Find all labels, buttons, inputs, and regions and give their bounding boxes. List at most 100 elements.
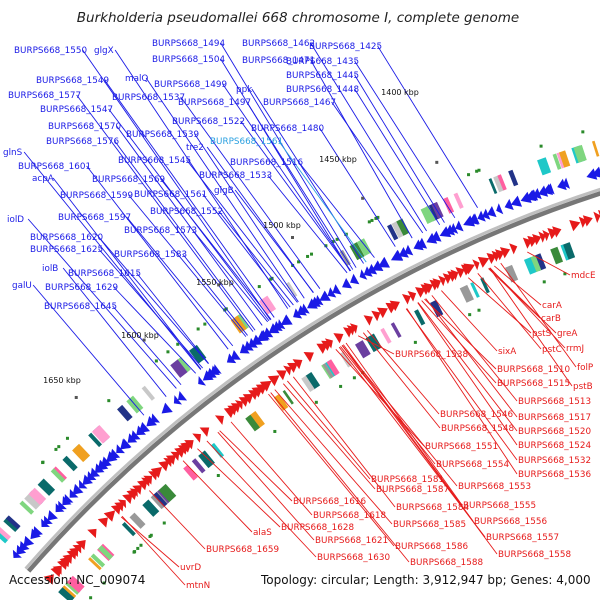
reverse-gene-arrow [593, 211, 600, 223]
rna-marker [154, 359, 158, 363]
forward-gene-arrow [482, 208, 491, 220]
gene-label-forward: BURPS668_1522 [172, 117, 245, 127]
annotation-block [198, 450, 215, 469]
reverse-gene-arrow [122, 493, 133, 505]
annotation-block [530, 255, 542, 273]
annotation-block [537, 157, 552, 176]
reverse-gene-arrow [137, 479, 148, 491]
reverse-gene-arrow [242, 393, 254, 404]
leader-line-forward [310, 42, 427, 232]
gene-label-reverse: folP [577, 363, 593, 373]
forward-gene-arrow [463, 215, 476, 227]
annotation-block [442, 197, 455, 214]
gene-label-forward: BURPS668_1597 [58, 213, 131, 223]
reverse-gene-arrow [389, 300, 400, 312]
leader-line-forward [116, 125, 263, 326]
rna-marker [297, 260, 301, 264]
reverse-gene-arrow [132, 485, 142, 495]
gene-label-forward: BURPS668_1497 [178, 98, 251, 108]
leader-line-forward [240, 120, 351, 272]
forward-gene-arrow [130, 430, 141, 440]
gene-label-reverse: greA [557, 329, 577, 339]
forward-gene-arrow [557, 178, 567, 191]
gene-label-reverse: BURPS668_1581 [371, 475, 444, 485]
reverse-gene-arrow [234, 400, 243, 410]
reverse-gene-arrow [363, 315, 373, 326]
reverse-gene-arrow [267, 375, 280, 387]
reverse-gene-arrow [43, 574, 54, 585]
reverse-gene-arrow [72, 544, 82, 554]
gene-label-reverse: carA [542, 301, 562, 311]
annotation-block [3, 516, 20, 533]
gene-label-reverse: BURPS668_1538 [395, 350, 468, 360]
annotation-block [62, 455, 78, 472]
annotation-block [326, 359, 340, 376]
gene-label-reverse: BURPS668_1618 [313, 511, 386, 521]
rna-marker [223, 308, 227, 312]
annotation-block [556, 152, 565, 169]
forward-gene-arrow [327, 287, 337, 298]
leader-line-forward [145, 77, 299, 303]
annotation-block [245, 414, 260, 432]
annotation-block [210, 442, 225, 458]
forward-gene-arrow [151, 413, 160, 423]
annotation-block [488, 178, 498, 195]
leader-line-reverse [441, 290, 498, 352]
leader-line-reverse [182, 460, 253, 533]
leader-line-forward [319, 127, 396, 247]
annotation-block [285, 281, 298, 298]
forward-gene-arrow [520, 191, 532, 203]
leader-line-forward [32, 284, 145, 416]
gene-label-reverse: BURPS668_1616 [293, 497, 366, 507]
forward-gene-arrow [487, 206, 497, 218]
gene-label-reverse: rrmJ [566, 344, 584, 354]
reverse-gene-arrow [450, 269, 459, 281]
rna-marker [133, 550, 137, 554]
leader-line-reverse [268, 393, 395, 547]
gene-labels: BURPS668_1550 glgX BURPS668_1494 BURPS668_1… [3, 39, 596, 591]
annotation-block [480, 277, 490, 294]
annotation-block [62, 585, 77, 598]
forward-gene-arrow [342, 277, 353, 289]
reverse-gene-arrow [238, 397, 249, 407]
kbp-tick-label: 1600 kbp [121, 331, 159, 340]
gene-label-forward: BURPS668_1537 [112, 93, 185, 103]
leader-line-forward [192, 229, 268, 323]
gene-label-reverse: BURPS668_1585 [393, 520, 466, 530]
forward-gene-arrow [109, 448, 121, 459]
forward-gene-arrow [173, 395, 182, 405]
annotation-block [37, 478, 56, 496]
kbp-tick-marks: 1400 kbp 1450 kbp 1500 kbp 1550 kbp 1600 kbp… [43, 88, 439, 399]
leader-line-reverse [417, 302, 518, 446]
annotation-block [141, 385, 156, 401]
reverse-gene-arrow [165, 455, 176, 465]
leader-line-forward [114, 140, 256, 331]
map-title: Burkholderia pseudomallei 668 chromosome… [77, 10, 519, 26]
reverse-gene-arrow [287, 362, 299, 373]
gene-label-reverse: pstS [532, 329, 552, 339]
leader-line-reverse [362, 332, 441, 429]
rna-marker [475, 169, 479, 173]
leader-line-reverse [357, 335, 395, 355]
leader-line-reverse [467, 277, 532, 334]
rna-marker [57, 445, 61, 449]
rna-marker [467, 173, 471, 177]
leader-line-forward [220, 58, 351, 272]
leader-line-forward [331, 101, 424, 234]
annotation-block [387, 224, 399, 241]
reverse-gene-arrow [423, 282, 434, 294]
annotation-block [28, 487, 47, 506]
leader-line-reverse [274, 389, 393, 525]
rna-marker [257, 285, 261, 289]
rna-marker [139, 543, 143, 547]
leader-line-reverse [341, 345, 498, 555]
annotation-block [559, 150, 571, 168]
annotation-block [50, 468, 66, 483]
annotation-block [177, 356, 191, 373]
forward-gene-arrow [404, 244, 414, 256]
annotation-block [121, 522, 136, 537]
reverse-gene-arrow [103, 510, 116, 522]
gene-label-reverse: BURPS668_1556 [474, 517, 547, 527]
